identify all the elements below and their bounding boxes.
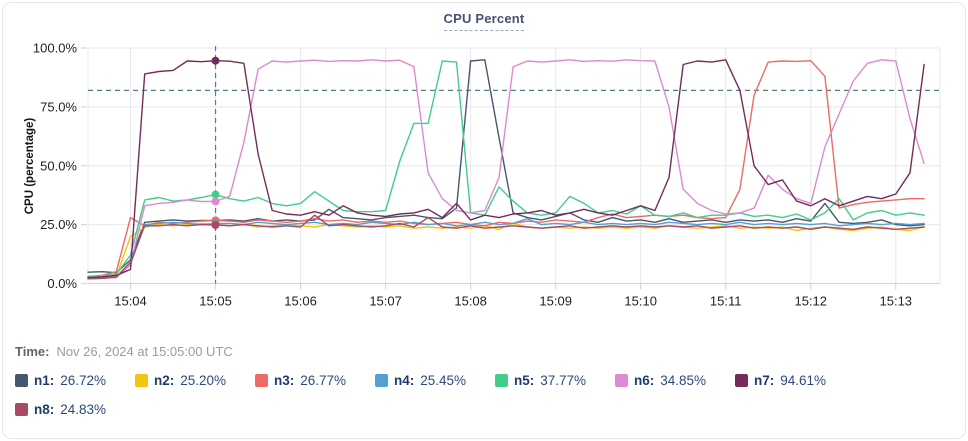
legend-name: n4: [394,372,415,388]
crosshair-time: Time: Nov 26, 2024 at 15:05:00 UTC [15,344,233,359]
time-value: Nov 26, 2024 at 15:05:00 UTC [56,344,233,359]
legend-name: n3: [274,372,295,388]
legend-name: n7: [754,372,775,388]
crosshair-marker-n8 [211,221,220,229]
series-line-n8 [87,214,925,280]
x-tick-label: 15:07 [369,294,402,309]
legend-value: 26.77% [300,372,347,388]
chart-title-text: CPU Percent [443,11,525,31]
x-tick-label: 15:05 [199,294,232,309]
legend-row-2: n8: 24.83% [15,398,958,420]
legend-swatch-n3 [255,373,268,387]
legend-value: 94.61% [780,372,827,388]
legend-item-n1[interactable]: n1: 26.72% [15,373,135,388]
x-tick-label: 15:06 [284,294,317,309]
series-line-n4 [87,217,925,280]
legend-item-n4[interactable]: n4: 25.45% [375,373,495,388]
y-tick-label: 0.0% [47,276,77,291]
x-tick-label: 15:12 [794,294,827,309]
legend-item-n6[interactable]: n6: 34.85% [615,373,735,388]
legend-swatch-n1 [15,373,28,387]
legend-item-n2[interactable]: n2: 25.20% [135,373,255,388]
x-tick-label: 15:04 [114,294,147,309]
series-line-n7 [87,59,925,279]
crosshair-marker-n7 [211,56,220,65]
legend-item-n7[interactable]: n7: 94.61% [735,373,855,388]
y-tick-label: 25.0% [40,217,77,232]
chart-title[interactable]: CPU Percent [0,10,968,31]
legend-swatch-n2 [135,373,148,387]
legend-item-n5[interactable]: n5: 37.77% [495,373,615,388]
legend-value: 34.85% [660,372,707,388]
legend-swatch-n8 [15,402,28,416]
legend-row-1: n1: 26.72% n2: 25.20% n3: 26.77% n4: 25.45% n5: 3… [15,369,958,391]
legend-value: 25.20% [180,372,227,388]
legend-value: 25.45% [420,372,467,388]
legend-name: n5: [514,372,535,388]
y-tick-label: 50.0% [40,158,77,173]
series-line-n6 [87,59,925,280]
series-line-n3 [87,60,925,278]
legend-swatch-n6 [615,373,628,387]
legend-item-n8[interactable]: n8: 24.83% [15,402,135,417]
y-axis-label: CPU (percentage) [24,117,36,215]
legend-swatch-n4 [375,373,388,387]
legend-swatch-n5 [495,373,508,387]
x-tick-label: 15:13 [880,294,913,309]
x-tick-label: 15:10 [624,294,657,309]
y-tick-label: 75.0% [40,99,77,114]
legend-name: n2: [154,372,175,388]
legend-item-n3[interactable]: n3: 26.77% [255,373,375,388]
series-line-n1 [87,59,925,274]
series-line-n2 [87,222,925,279]
x-tick-label: 15:11 [710,294,742,309]
crosshair-marker-n5 [211,190,220,199]
legend-value: 26.72% [60,372,107,388]
legend-name: n8: [34,401,55,417]
x-tick-label: 15:09 [539,294,572,309]
legend-value: 37.77% [540,372,587,388]
y-tick-label: 100.0% [33,41,78,56]
cpu-percent-chart[interactable]: 0.0% 25.0% 50.0% 75.0% 100.0% 15:04 15:05 15:06… [0,0,968,320]
chart-legend: n1: 26.72% n2: 25.20% n3: 26.77% n4: 25.45% n5: 3… [15,369,958,427]
legend-value: 24.83% [60,401,107,417]
legend-name: n6: [634,372,655,388]
crosshair-marker-n6 [211,197,220,206]
time-label: Time: [15,344,50,359]
series-line-n5 [87,60,925,278]
legend-swatch-n7 [735,373,748,387]
x-tick-label: 15:08 [454,294,487,309]
legend-name: n1: [34,372,55,388]
